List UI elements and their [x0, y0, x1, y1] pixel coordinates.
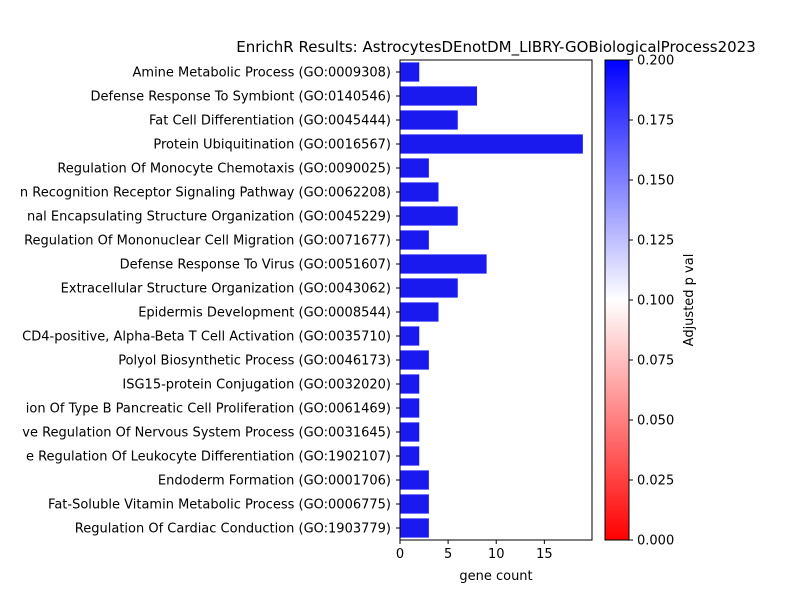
y-tick-label: Fat-Soluble Vitamin Metabolic Process (G… — [48, 498, 391, 513]
y-tick-label: ve Regulation Of Nervous System Process … — [22, 426, 391, 441]
colorbar-tick-label: 0.200 — [637, 54, 674, 69]
y-tick-label: Protein Ubiquitination (GO:0016567) — [153, 138, 391, 153]
colorbar-tick-label: 0.125 — [637, 234, 674, 249]
colorbar-tick-label: 0.100 — [637, 294, 674, 309]
y-tick-label: Defense Response To Virus (GO:0051607) — [120, 258, 391, 273]
y-tick-label: Extracellular Structure Organization (GO… — [61, 282, 391, 297]
x-ticks: 0 5 10 15 — [396, 540, 553, 562]
bar — [400, 326, 420, 346]
y-tick-label: nal Encapsulating Structure Organization… — [27, 210, 391, 225]
y-tick-label: Regulation Of Mononuclear Cell Migration… — [24, 234, 391, 249]
x-tick-label: 5 — [444, 547, 452, 562]
bar — [400, 62, 420, 82]
bar — [400, 158, 429, 178]
bar — [400, 470, 429, 490]
y-tick-label: Endoderm Formation (GO:0001706) — [158, 474, 391, 489]
colorbar-tick-label: 0.050 — [637, 414, 674, 429]
plot-frame — [399, 59, 593, 541]
colorbar-label: Adjusted p val — [682, 254, 697, 347]
bar — [400, 134, 583, 154]
colorbar — [604, 59, 630, 541]
y-tick-label: Polyol Biosynthetic Process (GO:0046173) — [118, 354, 391, 369]
x-tick-label: 15 — [536, 547, 553, 562]
y-tick-label: Fat Cell Differentiation (GO:0045444) — [149, 114, 391, 129]
y-tick-label: ion Of Type B Pancreatic Cell Proliferat… — [26, 402, 391, 417]
bar — [400, 422, 420, 442]
bar — [400, 374, 420, 394]
bar — [400, 446, 420, 466]
bar — [400, 302, 439, 322]
y-tick-label: Regulation Of Cardiac Conduction (GO:190… — [75, 522, 391, 537]
bar — [400, 230, 429, 250]
y-tick-label: Defense Response To Symbiont (GO:0140546… — [90, 90, 391, 105]
y-tick-label: ISG15-protein Conjugation (GO:0032020) — [122, 378, 391, 393]
colorbar-tick-label: 0.150 — [637, 174, 674, 189]
bar — [400, 398, 420, 418]
y-tick-label: e Regulation Of Leukocyte Differentiatio… — [26, 450, 391, 465]
x-axis-label: gene count — [459, 569, 532, 584]
bar — [400, 518, 429, 538]
bar — [400, 350, 429, 370]
bar — [400, 182, 439, 202]
bars-group — [400, 62, 583, 538]
bar — [400, 86, 477, 106]
bar — [400, 494, 429, 514]
bar — [400, 206, 458, 226]
y-tick-label: Amine Metabolic Process (GO:0009308) — [133, 66, 391, 81]
y-tick-label: Epidermis Development (GO:0008544) — [138, 306, 391, 321]
y-tick-label: n Recognition Receptor Signaling Pathway… — [20, 186, 391, 201]
colorbar-ticks: 0.000 0.025 0.050 0.075 0.100 0.125 0.150 0.175… — [629, 54, 674, 549]
y-tick-label: Regulation Of Monocyte Chemotaxis (GO:00… — [57, 162, 391, 177]
y-tick-label: CD4-positive, Alpha-Beta T Cell Activati… — [22, 330, 391, 345]
bar — [400, 278, 458, 298]
y-tick-labels: Amine Metabolic Process (GO:0009308) Defe… — [20, 66, 400, 537]
chart-title: EnrichR Results: AstrocytesDEnotDM_LIBRY… — [236, 38, 756, 57]
colorbar-tick-label: 0.000 — [637, 534, 674, 549]
x-tick-label: 0 — [396, 547, 404, 562]
x-tick-label: 10 — [488, 547, 505, 562]
colorbar-tick-label: 0.175 — [637, 114, 674, 129]
colorbar-tick-label: 0.075 — [637, 354, 674, 369]
bar — [400, 254, 487, 274]
colorbar-tick-label: 0.025 — [637, 474, 674, 489]
bar — [400, 110, 458, 130]
